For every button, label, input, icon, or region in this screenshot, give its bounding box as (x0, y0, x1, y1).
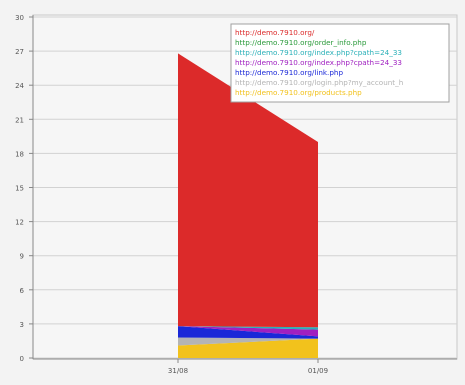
x-tick-label: 31/08 (168, 367, 188, 375)
legend-entry: http://demo.7910.org/order_info.php (235, 38, 367, 47)
x-axis: 31/08 01/09 (33, 358, 457, 375)
y-tick-label: 6 (20, 287, 25, 295)
area-series (178, 53, 318, 358)
legend-entry: http://demo.7910.org/link.php (235, 68, 343, 77)
area-series-4 (178, 326, 318, 339)
area-series-0 (178, 53, 318, 328)
y-tick-label: 0 (20, 355, 24, 363)
legend-entry: http://demo.7910.org/index.php?cpath=24_… (235, 58, 402, 67)
y-tick-label: 12 (15, 219, 24, 227)
x-tick-label: 01/09 (308, 367, 328, 375)
area-series-3 (178, 326, 318, 337)
legend-entry: http://demo.7910.org/index.php?cpath=24_… (235, 48, 402, 57)
y-tick-label: 21 (15, 116, 24, 124)
legend-box (230, 23, 450, 103)
y-axis: 0 3 6 9 12 15 18 21 24 27 30 (15, 14, 34, 363)
y-tick-label: 9 (20, 253, 24, 261)
area-series-5 (178, 337, 318, 346)
y-tick-label: 24 (15, 82, 24, 90)
legend: http://demo.7910.org/http://demo.7910.or… (230, 23, 450, 103)
legend-entry: http://demo.7910.org/products.php (235, 88, 362, 97)
y-tick-label: 15 (15, 185, 24, 193)
legend-entry: http://demo.7910.org/ (235, 28, 315, 37)
area-series-2 (178, 326, 318, 330)
y-tick-label: 30 (15, 14, 24, 22)
y-tick-label: 18 (15, 150, 24, 158)
y-tick-label: 3 (20, 321, 24, 329)
legend-entry: http://demo.7910.org/login.php?my_accoun… (235, 78, 403, 87)
y-tick-label: 27 (15, 48, 24, 56)
area-series-6 (178, 338, 318, 358)
